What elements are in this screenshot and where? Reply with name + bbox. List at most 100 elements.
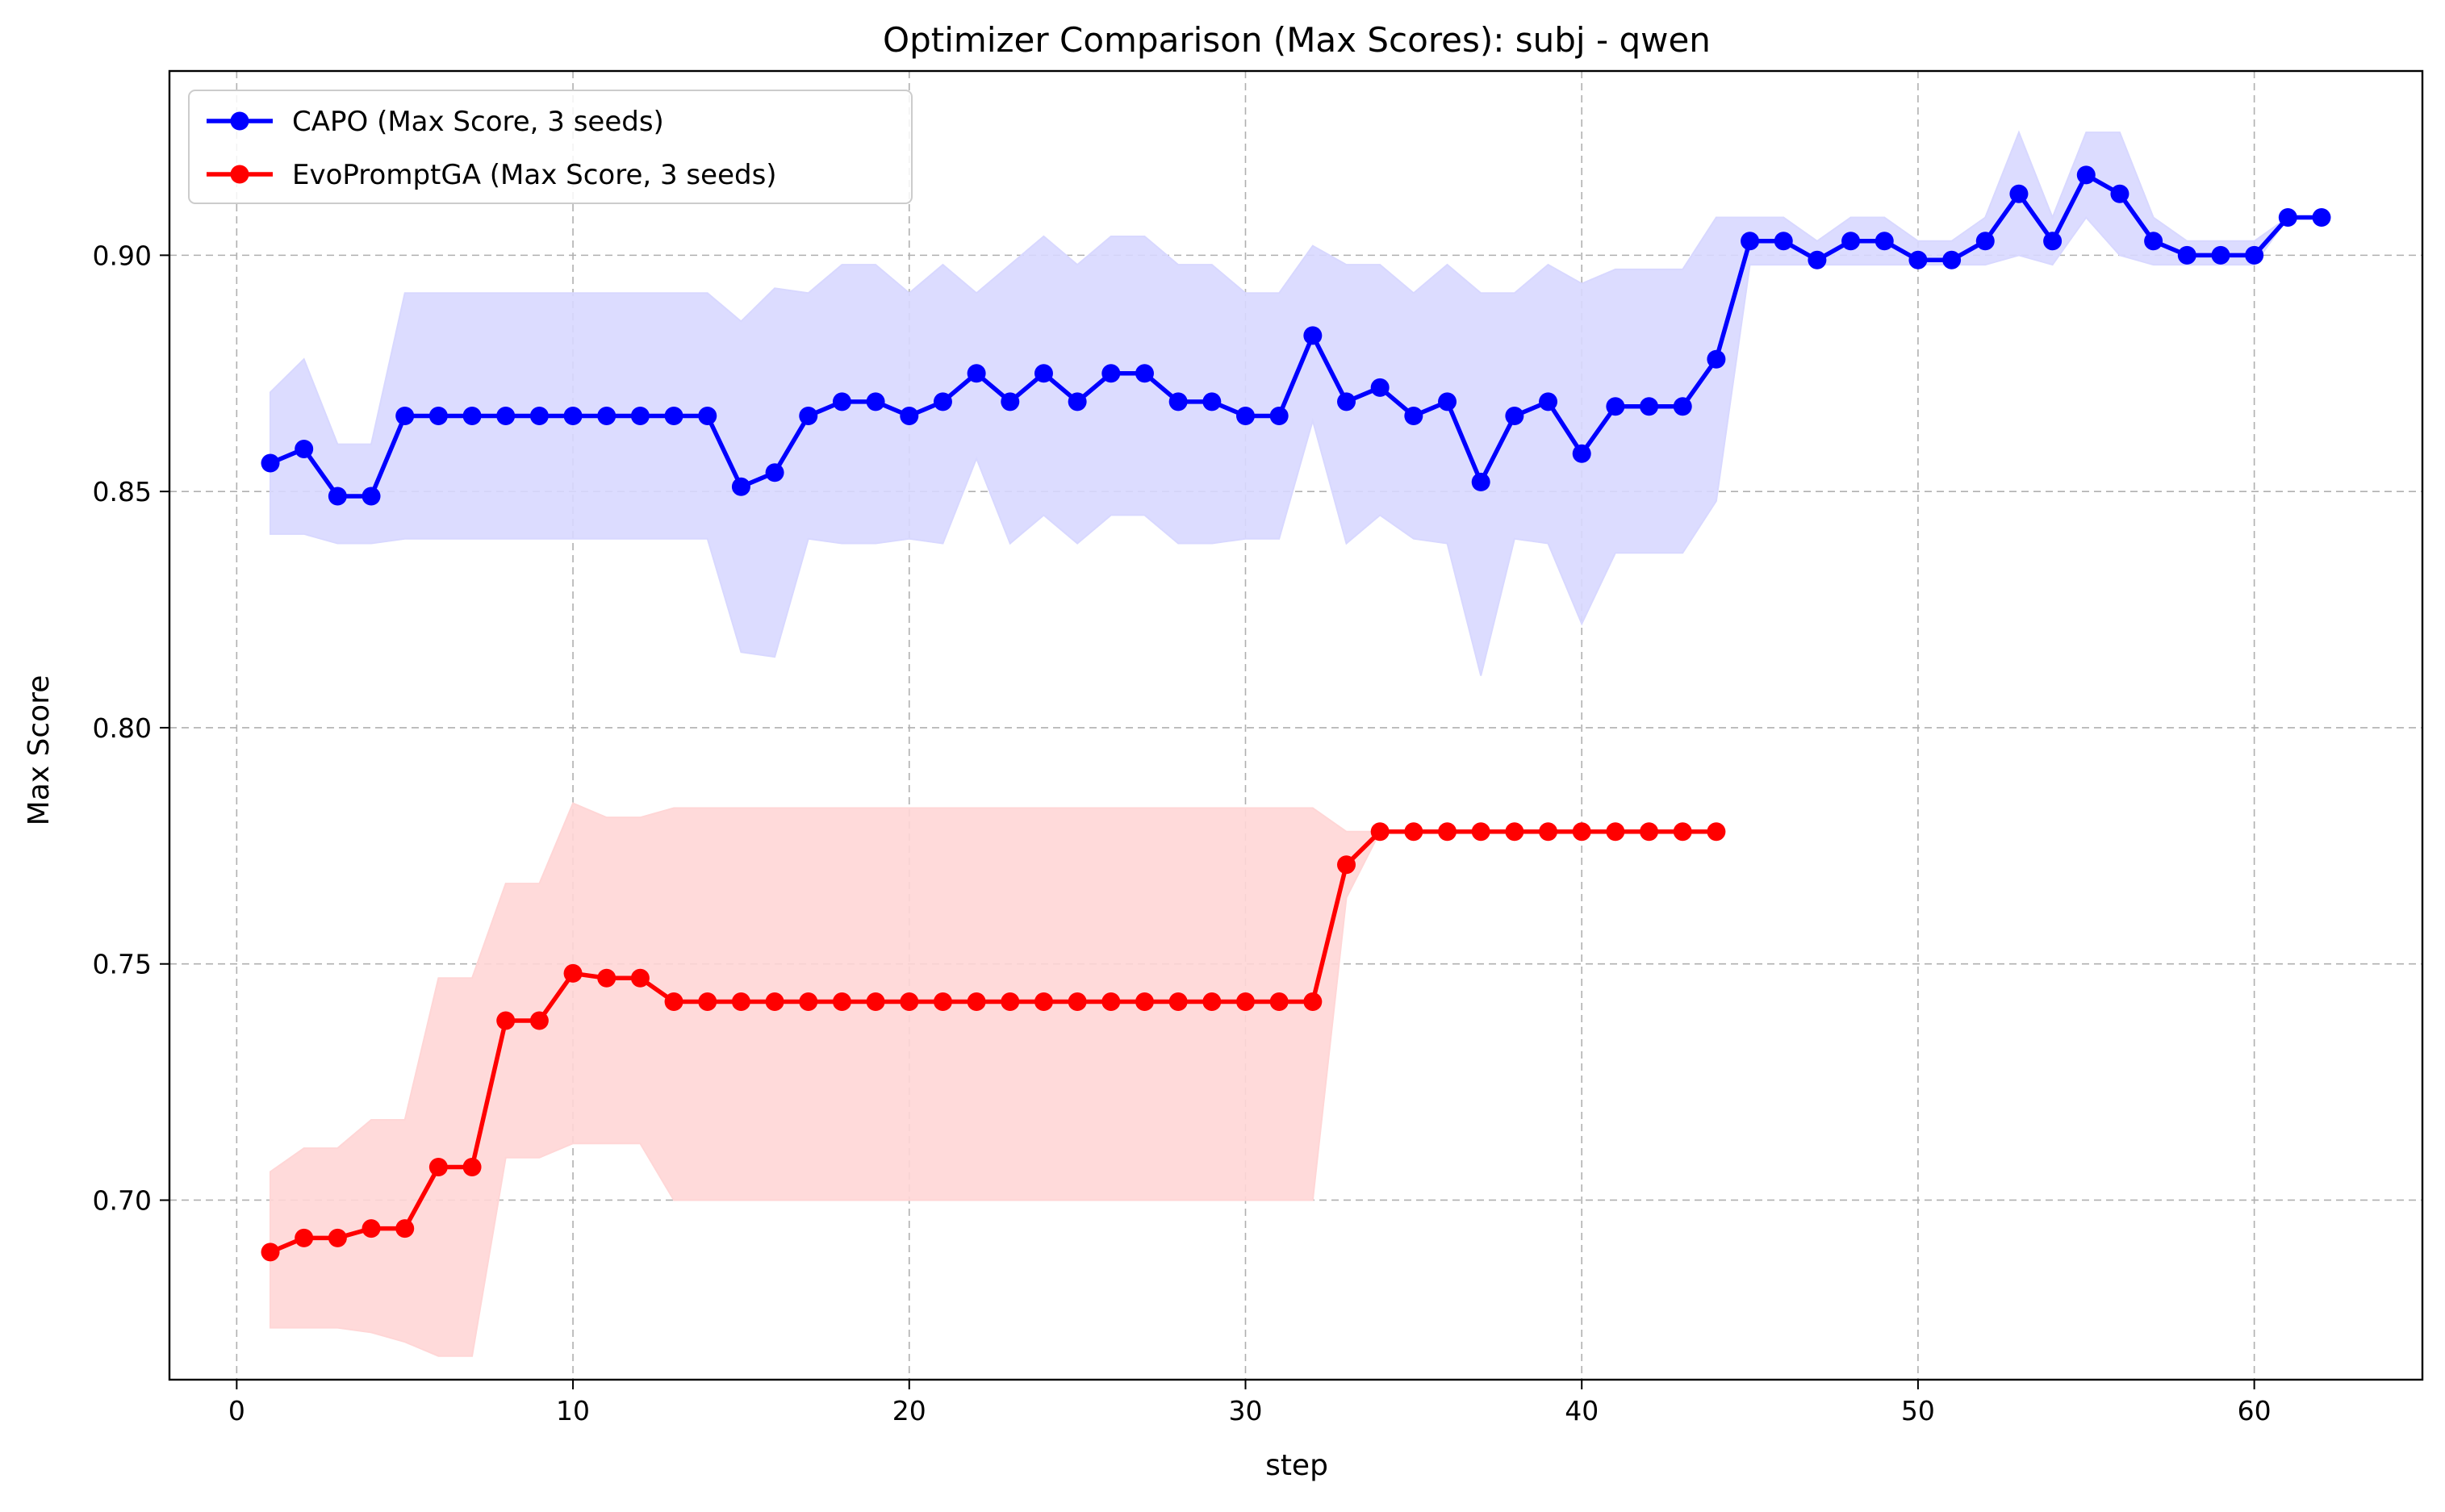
data-point-series-0 bbox=[1505, 406, 1524, 425]
data-point-series-1 bbox=[529, 1011, 549, 1030]
data-point-series-0 bbox=[1875, 232, 1894, 251]
data-point-series-1 bbox=[664, 992, 683, 1012]
data-point-series-0 bbox=[1001, 392, 1020, 411]
data-point-series-0 bbox=[900, 406, 919, 425]
plot-frame bbox=[168, 69, 2424, 1381]
data-point-series-0 bbox=[1942, 250, 1962, 269]
legend: CAPO (Max Score, 3 seeds) EvoPromptGA (Ma… bbox=[188, 90, 913, 204]
data-point-series-0 bbox=[1202, 392, 1222, 411]
data-point-series-1 bbox=[1404, 822, 1423, 842]
data-point-series-0 bbox=[2312, 208, 2331, 228]
data-point-series-0 bbox=[1774, 232, 1793, 251]
data-point-series-0 bbox=[866, 392, 885, 411]
legend-box bbox=[188, 90, 913, 204]
data-point-series-0 bbox=[2043, 232, 2063, 251]
data-point-series-1 bbox=[1068, 992, 1087, 1012]
data-point-series-0 bbox=[2076, 165, 2096, 185]
data-point-series-0 bbox=[967, 364, 986, 383]
data-point-series-1 bbox=[1303, 992, 1323, 1012]
data-point-series-0 bbox=[1404, 406, 1423, 425]
data-point-series-0 bbox=[1135, 364, 1154, 383]
data-point-series-0 bbox=[362, 487, 381, 506]
legend-swatch-marker bbox=[230, 165, 249, 184]
data-point-series-1 bbox=[1101, 992, 1121, 1012]
data-point-series-0 bbox=[1269, 406, 1289, 425]
data-point-series-0 bbox=[328, 487, 347, 506]
y-tick-label: 0.75 bbox=[93, 949, 152, 980]
data-point-series-1 bbox=[1034, 992, 1053, 1012]
data-point-series-1 bbox=[1471, 822, 1490, 842]
data-point-series-1 bbox=[1572, 822, 1591, 842]
data-point-series-0 bbox=[496, 406, 516, 425]
data-point-series-0 bbox=[2211, 245, 2230, 265]
x-tick-label: 0 bbox=[228, 1395, 245, 1426]
legend-swatch-marker bbox=[230, 111, 249, 131]
axes: 0 10 20 30 40 50 60 0.70 0.75 0.80 0.85 0.90 bbox=[93, 69, 2424, 1426]
y-tick-label: 0.70 bbox=[93, 1184, 152, 1216]
confidence-bands bbox=[270, 130, 2322, 1357]
x-tick-label: 40 bbox=[1565, 1395, 1599, 1426]
data-point-series-1 bbox=[1235, 992, 1255, 1012]
data-point-series-0 bbox=[1640, 397, 1659, 416]
data-point-series-1 bbox=[630, 968, 650, 988]
data-point-series-1 bbox=[731, 992, 750, 1012]
data-point-series-0 bbox=[1707, 349, 1726, 369]
y-tick-label: 0.90 bbox=[93, 240, 152, 271]
data-point-series-0 bbox=[563, 406, 583, 425]
band-series-1 bbox=[270, 802, 1716, 1357]
data-point-series-0 bbox=[395, 406, 415, 425]
data-point-series-1 bbox=[328, 1228, 347, 1247]
data-point-series-0 bbox=[1741, 232, 1760, 251]
x-tick-label: 50 bbox=[1901, 1395, 1935, 1426]
x-tick-label: 60 bbox=[2238, 1395, 2272, 1426]
data-point-series-0 bbox=[1303, 326, 1323, 345]
data-point-series-1 bbox=[1269, 992, 1289, 1012]
data-point-series-0 bbox=[597, 406, 616, 425]
band-series-0 bbox=[270, 130, 2322, 676]
y-tick-label: 0.80 bbox=[93, 712, 152, 744]
data-point-series-1 bbox=[1370, 822, 1390, 842]
y-tick-label: 0.85 bbox=[93, 476, 152, 507]
x-tick-label: 20 bbox=[892, 1395, 926, 1426]
data-point-series-1 bbox=[900, 992, 919, 1012]
data-point-series-0 bbox=[1235, 406, 1255, 425]
data-point-series-0 bbox=[1841, 232, 1861, 251]
data-point-series-0 bbox=[698, 406, 717, 425]
data-point-series-1 bbox=[1673, 822, 1692, 842]
data-point-series-0 bbox=[2177, 245, 2196, 265]
data-point-series-1 bbox=[698, 992, 717, 1012]
data-point-series-1 bbox=[1337, 855, 1356, 875]
data-point-series-0 bbox=[731, 477, 750, 496]
data-point-series-0 bbox=[630, 406, 650, 425]
x-tick-label: 30 bbox=[1228, 1395, 1262, 1426]
data-point-series-0 bbox=[1908, 250, 1928, 269]
data-point-series-1 bbox=[765, 992, 784, 1012]
chart-title: Optimizer Comparison (Max Scores): subj … bbox=[883, 20, 1711, 60]
data-point-series-1 bbox=[295, 1228, 314, 1247]
data-point-series-0 bbox=[1808, 250, 1827, 269]
data-point-series-1 bbox=[1606, 822, 1625, 842]
data-point-series-1 bbox=[1001, 992, 1020, 1012]
data-point-series-0 bbox=[1606, 397, 1625, 416]
data-point-series-1 bbox=[1168, 992, 1188, 1012]
data-point-series-1 bbox=[1539, 822, 1558, 842]
data-point-series-0 bbox=[1539, 392, 1558, 411]
data-point-series-1 bbox=[1505, 822, 1524, 842]
data-point-series-1 bbox=[1202, 992, 1222, 1012]
data-point-series-0 bbox=[295, 439, 314, 458]
data-point-series-1 bbox=[1135, 992, 1154, 1012]
x-axis-label: step bbox=[1265, 1449, 1328, 1482]
data-point-series-0 bbox=[1673, 397, 1692, 416]
data-point-series-1 bbox=[496, 1011, 516, 1030]
data-point-series-1 bbox=[563, 963, 583, 983]
data-point-series-1 bbox=[832, 992, 851, 1012]
data-point-series-0 bbox=[428, 406, 448, 425]
data-point-series-1 bbox=[933, 992, 952, 1012]
data-point-series-0 bbox=[799, 406, 818, 425]
data-point-series-0 bbox=[2278, 208, 2297, 228]
data-point-series-0 bbox=[832, 392, 851, 411]
data-point-series-1 bbox=[462, 1157, 482, 1176]
data-point-series-0 bbox=[1034, 364, 1053, 383]
